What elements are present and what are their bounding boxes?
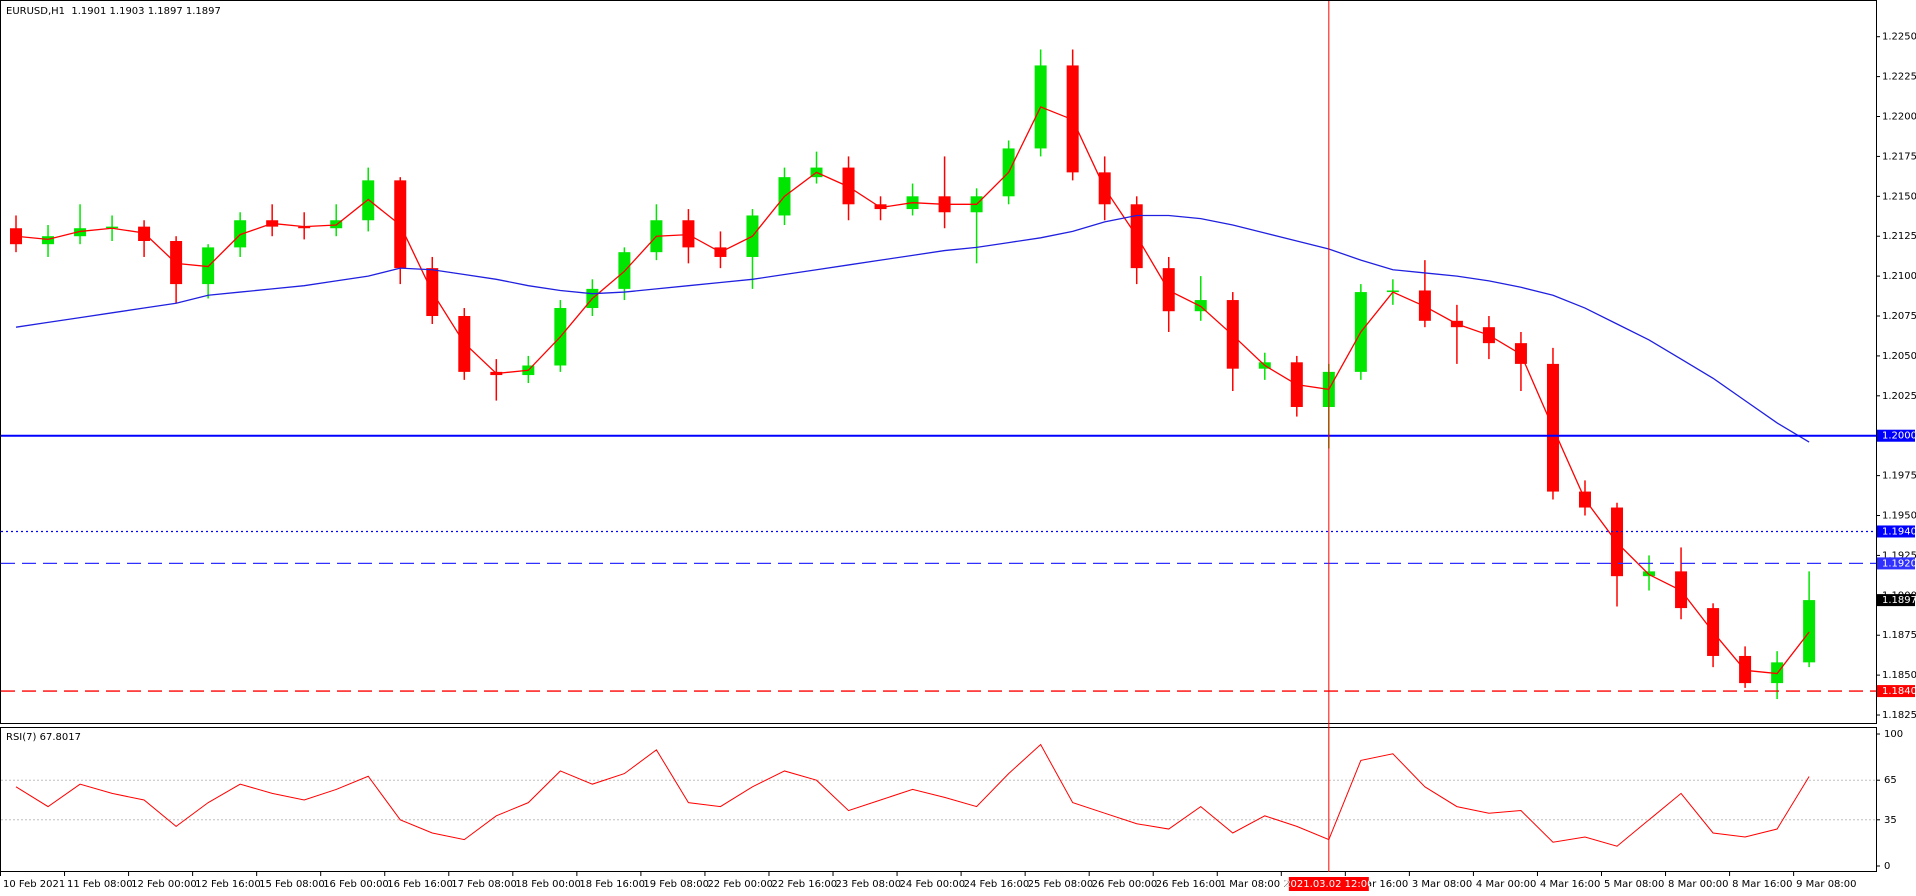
price-label-bg (1877, 685, 1915, 698)
candle-body (298, 226, 311, 229)
candle-body (1675, 571, 1688, 609)
last-price-bg (1877, 594, 1915, 607)
y-tick-label: 1.2100 (1882, 271, 1916, 282)
rsi-tick-label: 65 (1884, 775, 1897, 786)
moving-average (15, 106, 1810, 675)
y-tick-label: 1.2250 (1882, 32, 1916, 43)
crosshair-label: 2021.03.02 12:00 (1284, 879, 1373, 890)
x-tick-label: 12 Feb 16:00 (195, 879, 261, 890)
x-tick-label: 18 Feb 00:00 (515, 879, 581, 890)
y-tick-label: 1.2075 (1882, 311, 1916, 322)
candle-body (42, 236, 55, 245)
rsi-tick-label: 35 (1884, 815, 1897, 826)
candle-body (1194, 300, 1207, 312)
x-tick-label: 1 Mar 08:00 (1220, 879, 1280, 890)
candle-body (74, 228, 87, 237)
x-tick-label: 22 Feb 00:00 (707, 879, 773, 890)
x-tick-label: 26 Feb 00:00 (1092, 879, 1158, 890)
rsi-title: RSI(7) 67.8017 (6, 732, 81, 743)
x-tick-label: 19 Feb 08:00 (643, 879, 709, 890)
y-tick-label: 1.2050 (1882, 351, 1916, 362)
x-tick-label: 25 Feb 08:00 (1028, 879, 1094, 890)
y-tick-label: 1.1850 (1882, 670, 1916, 681)
price-label-bg (1877, 429, 1915, 442)
candle-body (1066, 65, 1079, 173)
rsi-line (15, 743, 1810, 847)
y-tick-label: 1.1875 (1882, 630, 1916, 641)
x-tick-label: 2 Mar 16:00 (1348, 879, 1408, 890)
price-label-bg (1877, 557, 1915, 570)
moving-average (15, 214, 1810, 443)
rsi-tick-label: 100 (1884, 729, 1903, 740)
x-tick-label: 8 Mar 00:00 (1668, 879, 1728, 890)
y-tick-label: 1.1825 (1882, 710, 1916, 721)
price-label: 1.1840 (1882, 686, 1916, 697)
y-tick-label: 1.2175 (1882, 151, 1916, 162)
x-tick-label: 8 Mar 16:00 (1732, 879, 1792, 890)
candle-body (234, 220, 247, 248)
x-tick-label: 22 Feb 16:00 (771, 879, 837, 890)
candle-body (106, 226, 119, 229)
x-tick-label: 9 Mar 08:00 (1796, 879, 1856, 890)
price-label: 1.1940 (1882, 526, 1916, 537)
x-tick-label: 10 Feb 2021 (3, 879, 65, 890)
y-tick-label: 1.1925 (1882, 550, 1916, 561)
y-tick-label: 1.2025 (1882, 391, 1916, 402)
x-tick-label: 16 Feb 16:00 (387, 879, 453, 890)
chart-title: EURUSD,H1 1.1901 1.1903 1.1897 1.1897 (6, 6, 221, 17)
candle-body (1386, 290, 1399, 293)
y-tick-label: 1.1950 (1882, 511, 1916, 522)
price-label: 1.1920 (1882, 558, 1916, 569)
last-price-label: 1.1897 (1882, 595, 1916, 606)
candle-body (874, 204, 887, 210)
price-label-bg (1877, 525, 1915, 538)
x-tick-label: 26 Feb 16:00 (1156, 879, 1222, 890)
x-tick-label: 4 Mar 16:00 (1540, 879, 1600, 890)
x-tick-label: 23 Feb 08:00 (836, 879, 902, 890)
price-pane (0, 0, 1877, 724)
y-tick-label: 1.2125 (1882, 231, 1916, 242)
x-tick-label: 18 Feb 16:00 (579, 879, 645, 890)
x-tick-label: 15 Feb 08:00 (259, 879, 325, 890)
rsi-pane (0, 727, 1877, 872)
candle-body (1418, 290, 1431, 321)
x-tick-label: 16 Feb 00:00 (323, 879, 389, 890)
x-tick-label: 5 Mar 08:00 (1604, 879, 1664, 890)
candle-body (1803, 600, 1816, 663)
x-tick-label: 11 Feb 08:00 (67, 879, 133, 890)
x-tick-label: 3 Mar 08:00 (1412, 879, 1472, 890)
candle-body (682, 220, 695, 248)
x-tick-label: 12 Feb 00:00 (131, 879, 197, 890)
x-tick-label: 24 Feb 16:00 (964, 879, 1030, 890)
y-tick-label: 1.1975 (1882, 471, 1916, 482)
x-tick-label: 24 Feb 00:00 (900, 879, 966, 890)
y-tick-label: 1.2150 (1882, 191, 1916, 202)
rsi-tick-label: 0 (1884, 861, 1890, 872)
y-tick-label: 1.2225 (1882, 72, 1916, 83)
crosshair-label-bg (1288, 877, 1369, 891)
candle-body (842, 167, 855, 205)
x-tick-label: 17 Feb 08:00 (451, 879, 517, 890)
price-label: 1.2000 (1882, 431, 1916, 442)
y-tick-label: 1.2200 (1882, 112, 1916, 123)
candle-body (1514, 343, 1527, 364)
x-tick-label: 4 Mar 00:00 (1476, 879, 1536, 890)
